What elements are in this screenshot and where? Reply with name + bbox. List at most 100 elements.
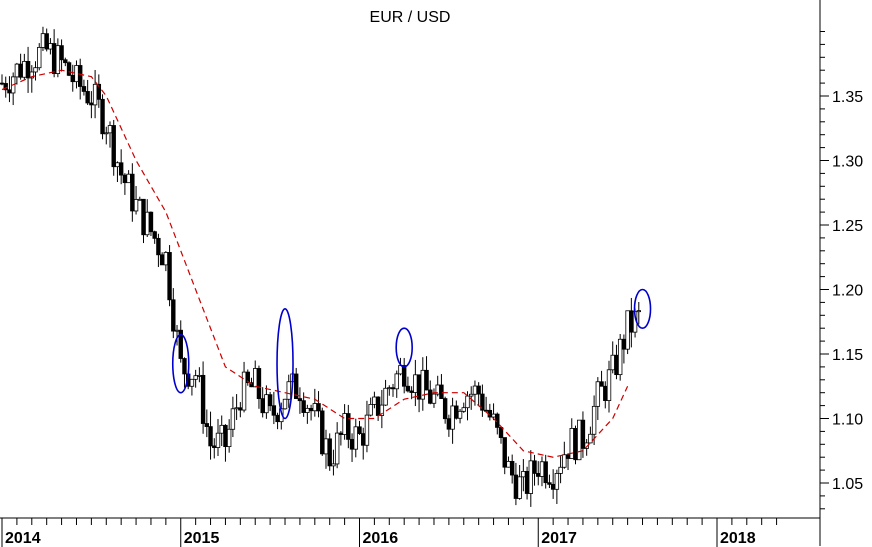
chart-title: EUR / USD	[370, 9, 451, 26]
candle-body	[70, 74, 75, 83]
candle-body	[115, 162, 120, 168]
candle-body	[506, 460, 511, 468]
candle-body	[55, 45, 61, 74]
candle-body	[301, 400, 306, 413]
candle-body	[536, 473, 541, 477]
candle-body	[264, 394, 269, 414]
candle-body	[353, 426, 358, 450]
candle-body	[346, 413, 351, 440]
candle-body	[387, 387, 392, 390]
candle-body	[130, 173, 135, 212]
candle-body	[167, 252, 172, 301]
candle-body	[375, 396, 381, 416]
candle-body	[428, 389, 433, 404]
candle-body	[577, 419, 582, 461]
candle-body	[610, 354, 615, 371]
candle-body	[197, 374, 202, 377]
candle-body	[543, 461, 548, 484]
candle-body	[18, 63, 23, 78]
candle-body	[394, 373, 399, 390]
candle-body	[331, 463, 336, 467]
candle-body	[379, 404, 385, 416]
candle-body	[51, 43, 57, 74]
candle-body	[573, 428, 578, 461]
candle-body	[122, 174, 128, 184]
candles-group	[0, 26, 641, 507]
candle-body	[171, 299, 176, 332]
candle-body	[554, 473, 560, 490]
candle-body	[59, 45, 64, 61]
candle-body	[476, 385, 481, 395]
candle-body	[141, 198, 146, 236]
y-axis: 1.05 1.10 1.15 1.20 1.25 1.30 1.35	[819, 0, 863, 546]
candle-body	[215, 432, 221, 448]
candle-body	[405, 385, 411, 392]
candle-body	[372, 396, 377, 405]
candle-body	[204, 423, 210, 428]
candle-body	[334, 432, 340, 465]
y-tick-label: 1.35	[832, 89, 863, 106]
candle-body	[617, 338, 623, 376]
candle-body	[189, 378, 195, 387]
candle-body	[461, 407, 466, 412]
candle-body	[253, 368, 258, 388]
candle-body	[219, 424, 224, 434]
candle-body	[502, 437, 507, 468]
candle-body	[107, 125, 113, 134]
candle-body	[316, 403, 321, 412]
candle-body	[212, 445, 217, 448]
candle-body	[621, 338, 627, 350]
moving-average-line	[1, 69, 629, 458]
candle-body	[286, 381, 291, 400]
candle-body	[636, 310, 641, 313]
candle-body	[483, 409, 489, 412]
candle-body	[588, 433, 593, 444]
candle-body	[591, 405, 597, 435]
candle-body	[275, 414, 280, 423]
candle-body	[148, 211, 154, 233]
candle-body	[320, 410, 325, 455]
candle-body	[256, 368, 262, 400]
candle-body	[629, 310, 634, 333]
y-tick-label: 1.15	[832, 347, 863, 364]
y-tick-label: 1.30	[832, 154, 863, 171]
candle-body	[416, 374, 422, 400]
candle-body	[78, 65, 83, 87]
annotation-ellipse	[171, 333, 190, 394]
candle-body	[178, 329, 183, 359]
candle-body	[193, 375, 198, 380]
candle-body	[100, 98, 105, 135]
candle-body	[614, 354, 619, 376]
candle-body	[260, 398, 265, 414]
candle-body	[22, 61, 27, 78]
annotation-group	[171, 288, 652, 420]
candle-body	[137, 198, 142, 201]
candle-body	[558, 466, 563, 474]
candle-body	[226, 428, 232, 448]
candle-body	[89, 102, 94, 106]
candle-body	[327, 438, 332, 467]
candle-body	[44, 33, 49, 50]
candle-body	[517, 476, 522, 499]
candle-body	[293, 373, 299, 399]
candle-body	[174, 329, 180, 332]
candle-body	[230, 408, 236, 430]
candle-body	[7, 89, 12, 94]
candle-body	[156, 237, 161, 256]
candle-body	[305, 407, 310, 413]
annotation-ellipse	[633, 288, 652, 330]
candle-body	[595, 381, 601, 407]
candle-body	[562, 454, 567, 468]
candle-body	[509, 460, 515, 476]
candle-body	[223, 424, 228, 448]
candle-body	[323, 438, 329, 455]
x-axis: 2014 2015 2016 2017 2018	[0, 517, 820, 547]
candle-body	[29, 71, 34, 79]
y-tick-label: 1.20	[832, 283, 863, 300]
candle-body	[450, 405, 455, 430]
candle-body	[3, 83, 8, 91]
candle-body	[267, 394, 273, 407]
candle-body	[234, 407, 239, 410]
candle-body	[565, 454, 571, 459]
